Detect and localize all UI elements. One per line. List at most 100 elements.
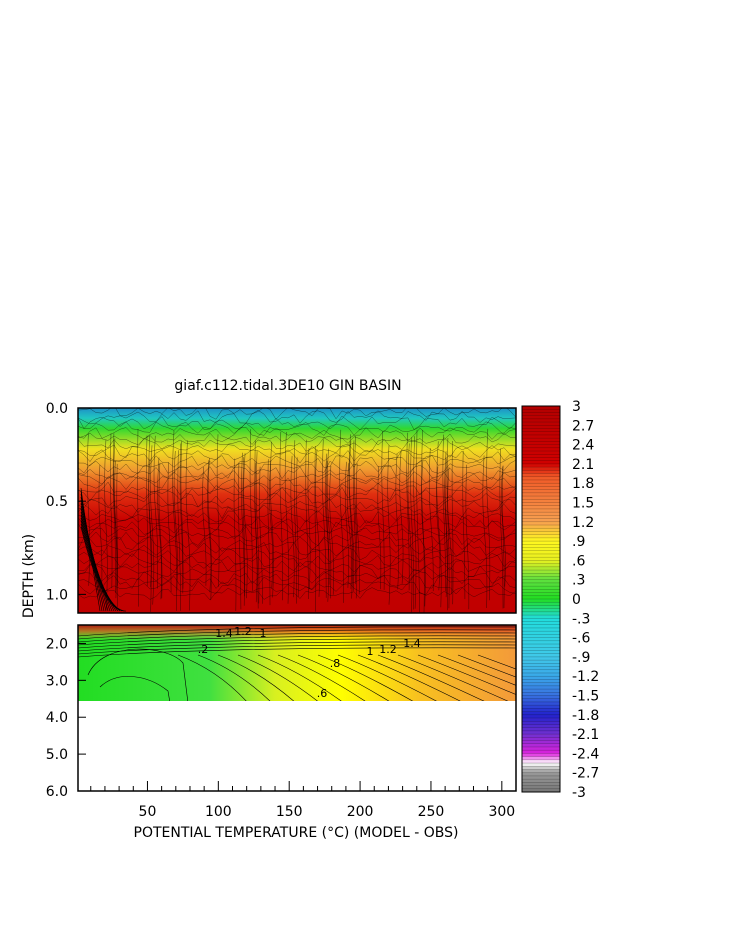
colorbar-band	[522, 521, 560, 526]
colorbar-label: .3	[572, 573, 585, 589]
colorbar-band	[522, 476, 560, 481]
contour-label: 1.2	[379, 643, 397, 656]
colorbar-band	[522, 425, 560, 429]
upper-vertical-contour	[157, 457, 162, 600]
upper-contour-line	[78, 426, 516, 442]
upper-vertical-contour	[410, 437, 415, 610]
colorbar-band	[522, 460, 560, 465]
upper-vertical-contour	[179, 443, 184, 594]
upper-vertical-contour	[242, 457, 246, 597]
upper-vertical-contour	[322, 439, 327, 598]
x-tick-label: 150	[276, 804, 303, 820]
upper-vertical-contour	[339, 429, 344, 603]
lower-slope-contour	[477, 654, 516, 670]
colorbar-band	[522, 560, 560, 564]
colorbar-band	[522, 746, 560, 751]
colorbar-band	[522, 724, 560, 728]
colorbar-band	[522, 714, 560, 719]
colorbar-band	[522, 605, 560, 609]
upper-vertical-contour	[153, 435, 159, 589]
colorbar-band	[522, 730, 560, 735]
colorbar-band	[522, 663, 560, 667]
colorbar-band	[522, 692, 560, 696]
x-tick-label: 300	[488, 804, 515, 820]
colorbar-band	[522, 708, 560, 712]
upper-vertical-contour	[137, 428, 140, 607]
colorbar-band	[522, 676, 560, 680]
colorbar-band	[522, 438, 560, 442]
contour-label: 1.2	[234, 625, 252, 638]
colorbar-label: -1.8	[572, 708, 599, 724]
contour-label: .8	[330, 657, 341, 670]
colorbar-band	[522, 701, 560, 706]
upper-vertical-contour	[112, 433, 117, 594]
upper-vertical-contour	[238, 462, 242, 610]
upper-vertical-contour	[180, 441, 184, 589]
colorbar-band	[522, 434, 560, 439]
colorbar-band	[522, 573, 560, 577]
colorbar-band	[522, 502, 560, 507]
colorbar-band	[522, 627, 560, 632]
colorbar-label: -1.5	[572, 689, 599, 705]
x-axis-ticks: 50 100 150 200 250 300	[90, 781, 517, 820]
upper-vertical-contour	[329, 465, 334, 595]
upper-vertical-contour	[269, 460, 274, 589]
colorbar-band	[522, 666, 560, 671]
colorbar-band	[522, 409, 560, 413]
colorbar-label: 2.1	[572, 457, 594, 473]
upper-vertical-contour	[307, 448, 311, 590]
lower-y-tick-label: 4.0	[46, 710, 68, 726]
colorbar-band	[522, 586, 560, 590]
lower-surface-contour	[78, 641, 516, 652]
colorbar-band	[522, 637, 560, 642]
lower-slope-contour	[437, 654, 516, 686]
upper-vertical-contour	[216, 434, 220, 587]
upper-vertical-contour	[185, 440, 191, 611]
upper-y-ticks: 0.0 0.5 1.0	[46, 401, 86, 603]
colorbar-band	[522, 660, 560, 664]
upper-y-tick-label: 0.0	[46, 401, 68, 417]
upper-vertical-contour	[267, 459, 271, 606]
upper-vertical-contour	[177, 450, 181, 611]
colorbar-band	[522, 644, 560, 648]
lower-pool-contour	[99, 676, 170, 701]
upper-vertical-contour	[148, 435, 152, 612]
colorbar-label: -2.7	[572, 766, 599, 782]
upper-vertical-contour	[416, 429, 420, 613]
colorbar-band	[522, 447, 560, 452]
upper-contour-line	[78, 492, 516, 508]
colorbar-band	[522, 441, 560, 445]
colorbar-band	[522, 756, 560, 761]
colorbar-band	[522, 489, 560, 494]
upper-vertical-contour	[207, 460, 212, 601]
colorbar-band	[522, 457, 560, 461]
colorbar-band	[522, 454, 560, 458]
lower-surface-contour	[78, 638, 516, 649]
contour-label: .2	[198, 643, 209, 656]
colorbar-band	[522, 566, 560, 571]
upper-vertical-contour	[344, 461, 349, 588]
upper-vertical-contour	[446, 437, 450, 609]
upper-vertical-contour	[173, 450, 178, 591]
colorbar-band	[522, 496, 560, 500]
upper-panel-contours	[78, 408, 516, 613]
colorbar-band	[522, 444, 560, 449]
colorbar-label: .9	[572, 534, 585, 550]
colorbar-band	[522, 550, 560, 555]
colorbar-band	[522, 753, 560, 757]
colorbar-band	[522, 570, 560, 574]
upper-vertical-contour	[86, 433, 90, 586]
colorbar-label: -.3	[572, 611, 590, 627]
upper-vertical-contour	[326, 460, 330, 585]
colorbar-band	[522, 656, 560, 661]
upper-vertical-contour	[233, 458, 237, 612]
colorbar-band	[522, 734, 560, 738]
upper-contour-line	[78, 520, 516, 535]
colorbar-band	[522, 579, 560, 584]
colorbar-band	[522, 582, 560, 587]
colorbar-band	[522, 711, 560, 716]
upper-vertical-contour	[421, 429, 425, 613]
colorbar-band	[522, 602, 560, 606]
colorbar-band	[522, 518, 560, 523]
lower-surface-contour	[78, 647, 516, 658]
